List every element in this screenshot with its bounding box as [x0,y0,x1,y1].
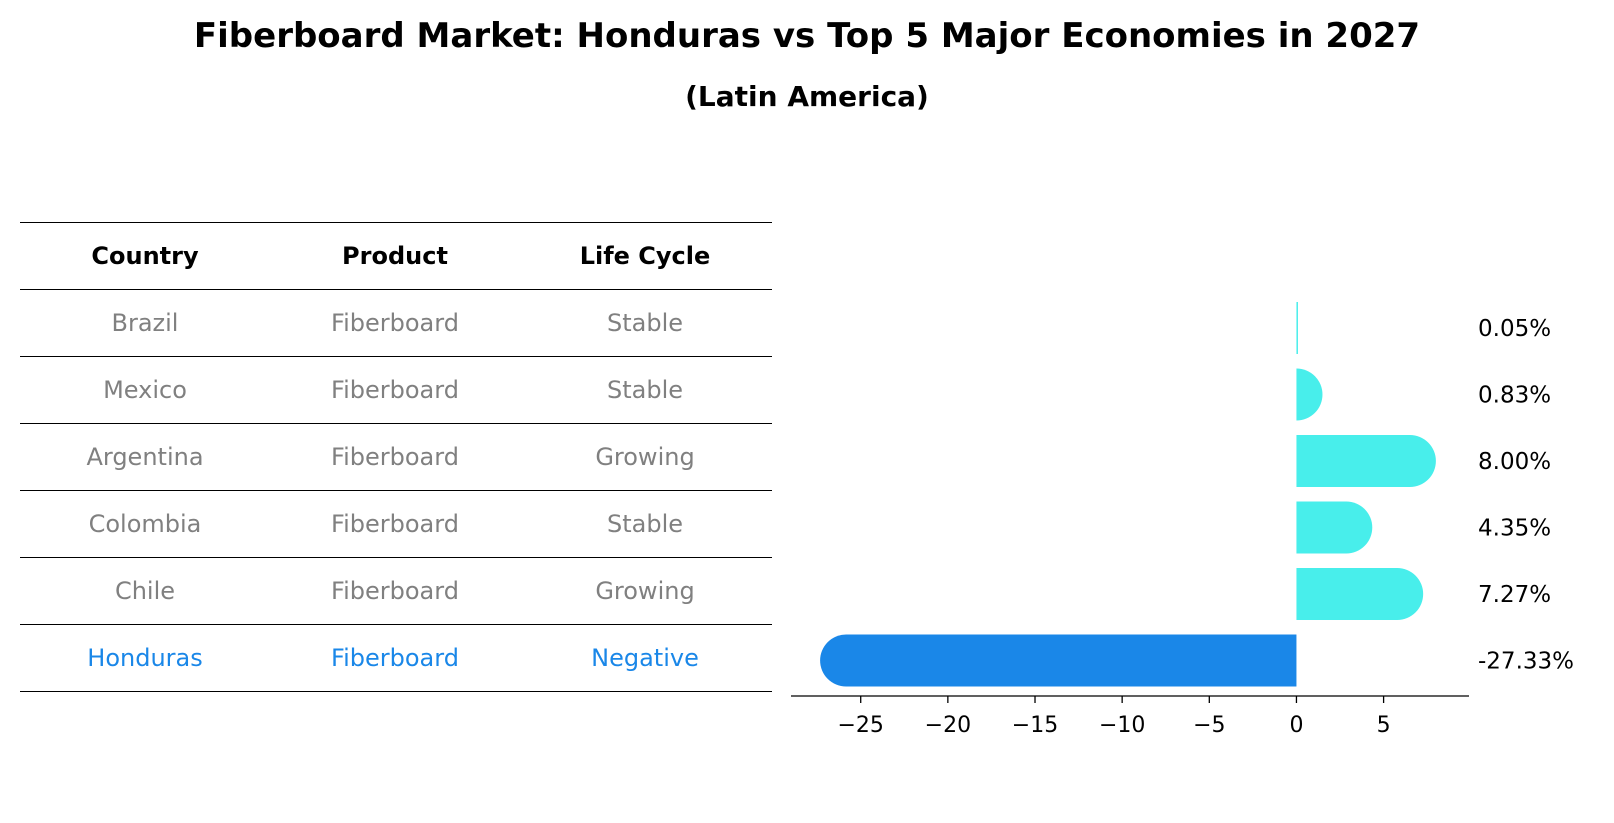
x-tick-label: −10 [1099,713,1145,738]
chart-subtitle: (Latin America) [685,80,929,113]
bar-chile [1296,568,1424,620]
product-cell: Fiberboard [331,309,459,337]
product-cell: Fiberboard [331,376,459,404]
header-life-cycle: Life Cycle [579,242,711,270]
value-label: 8.00% [1478,449,1551,475]
country-cell: Brazil [111,309,179,337]
country-cell: Chile [114,577,176,605]
x-tick-label: −20 [925,713,971,738]
product-cell: Fiberboard [331,443,459,471]
product-cell: Fiberboard [331,577,459,605]
table-row: Colombia Fiberboard Stable [20,490,772,557]
life-cycle-cell: Stable [606,309,684,337]
bar-mexico [1296,368,1323,421]
life-cycle-cell: Negative [591,644,699,672]
table-row: Honduras Fiberboard Negative [20,624,772,692]
header-product: Product [342,242,448,270]
product-cell: Fiberboard [331,510,459,538]
life-cycle-cell: Growing [595,577,695,605]
x-tick-label: −5 [1193,713,1225,738]
bar-argentina [1296,435,1436,487]
table-row: Brazil Fiberboard Stable [20,289,772,356]
x-tick-label: 0 [1289,713,1303,738]
bar-honduras [820,634,1297,687]
country-cell: Argentina [86,443,204,471]
product-cell: Fiberboard [331,644,459,672]
bar-colombia [1296,501,1373,554]
chart-title: Fiberboard Market: Honduras vs Top 5 Maj… [193,16,1421,56]
table-row: Mexico Fiberboard Stable [20,356,772,423]
value-label: 7.27% [1478,582,1551,608]
life-cycle-cell: Stable [606,510,684,538]
country-cell: Honduras [87,644,203,672]
value-label: 4.35% [1478,516,1551,542]
table-row: Argentina Fiberboard Growing [20,423,772,490]
country-table: Country Product Life Cycle Brazil Fiberb… [20,222,772,692]
life-cycle-cell: Stable [606,376,684,404]
country-cell: Mexico [103,376,187,404]
value-label: -27.33% [1478,649,1574,675]
table-header-row: Country Product Life Cycle [20,222,772,289]
header-country: Country [91,242,199,270]
table-row: Chile Fiberboard Growing [20,557,772,624]
x-tick-label: 5 [1377,713,1391,738]
life-cycle-cell: Growing [595,443,695,471]
x-tick-label: −15 [1012,713,1058,738]
value-label: 0.05% [1478,316,1551,342]
country-cell: Colombia [88,510,202,538]
bar-brazil [1296,302,1298,354]
x-tick-label: −25 [837,713,883,738]
value-label: 0.83% [1478,383,1551,409]
